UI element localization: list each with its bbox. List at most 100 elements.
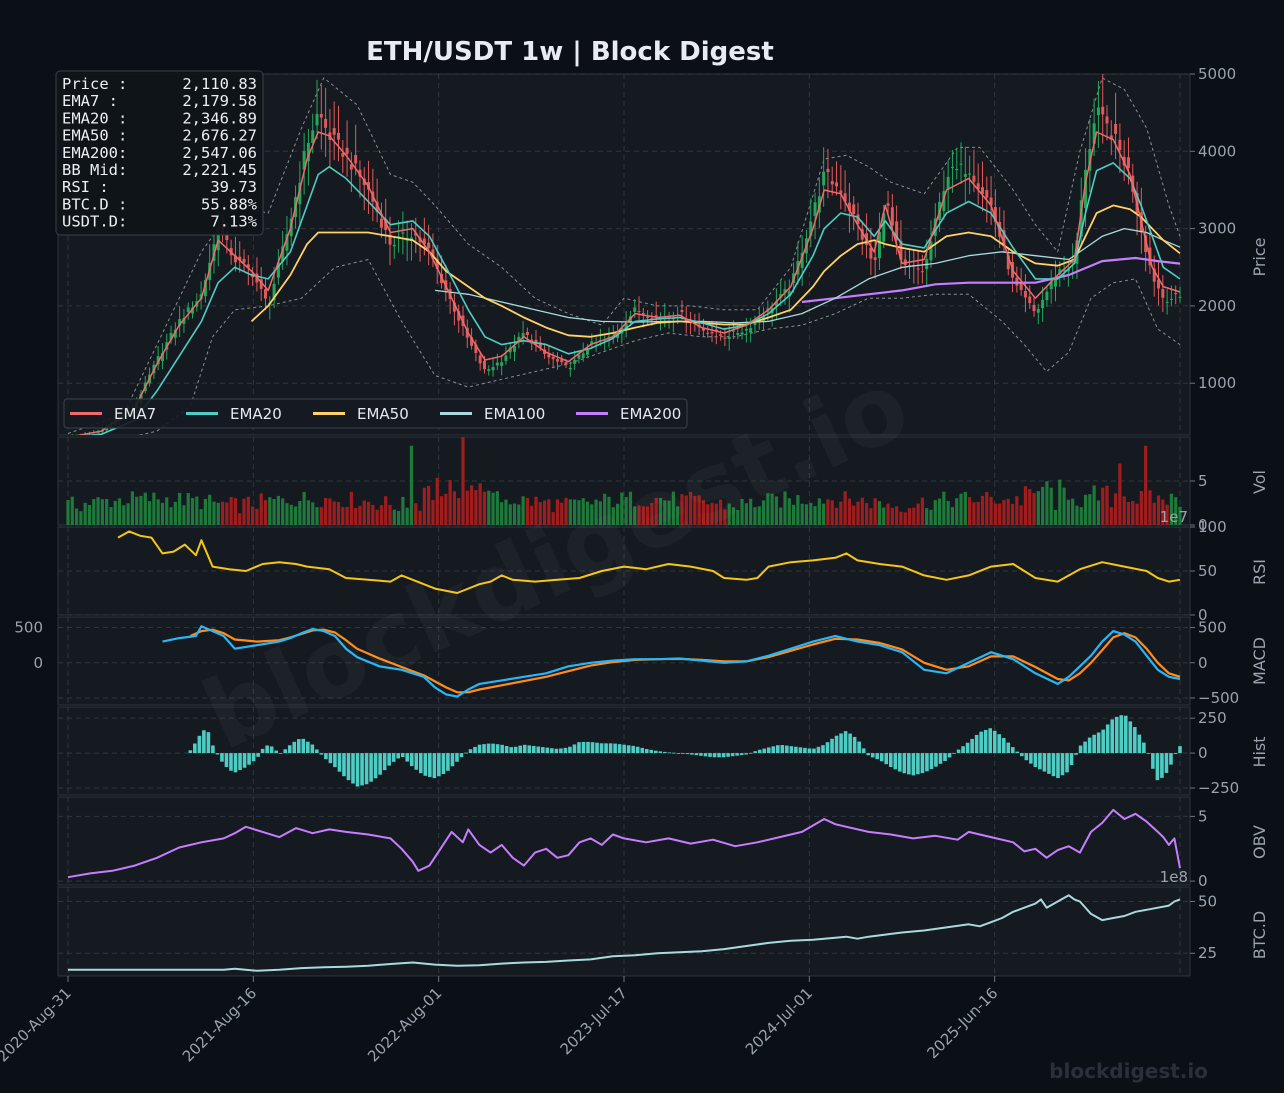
- volume-bar: [530, 505, 534, 525]
- volume-bar: [620, 492, 624, 525]
- hist-bar: [925, 753, 929, 772]
- volume-bar: [830, 500, 834, 525]
- candle-body: [740, 332, 744, 335]
- volume-bar: [165, 497, 169, 525]
- volume-bar: [946, 500, 950, 525]
- candle-body: [920, 271, 924, 273]
- candle-body: [981, 187, 985, 194]
- obv-line: [67, 808, 1181, 879]
- hist-bar: [1123, 715, 1128, 754]
- volume-bar: [1126, 502, 1131, 525]
- candle-body: [877, 231, 881, 259]
- hist-bar: [527, 745, 532, 754]
- hist-bar: [794, 746, 798, 754]
- hist-bar: [1033, 753, 1038, 768]
- volume-bar: [405, 507, 409, 525]
- volume-bar: [873, 498, 877, 525]
- hist-bar: [590, 742, 595, 754]
- hist-bar: [418, 753, 423, 774]
- info-label: EMA7 :: [62, 92, 118, 110]
- hist-bar: [391, 753, 396, 762]
- y-tick-macd: 500: [1198, 619, 1227, 637]
- hist-bar: [260, 748, 265, 754]
- volume-bar: [345, 506, 349, 525]
- hist-bar: [1164, 753, 1169, 773]
- hist-bar: [739, 753, 744, 756]
- volume-bar: [66, 500, 70, 525]
- volume-bar: [79, 511, 83, 525]
- candle-body: [238, 256, 242, 261]
- volume-bar: [697, 495, 701, 525]
- hist-bar: [667, 752, 672, 754]
- volume-bar: [238, 513, 242, 525]
- bollinger-lower: [138, 259, 1181, 435]
- candle-body: [513, 346, 517, 352]
- hist-bar: [726, 753, 730, 757]
- hist-bar: [586, 741, 590, 754]
- volume-bar: [1088, 494, 1092, 525]
- volume-bar: [491, 492, 495, 525]
- chart-title: ETH/USDT 1w | Block Digest: [366, 37, 774, 67]
- y-tick-obv: 0: [1198, 872, 1208, 890]
- hist-bar: [721, 753, 726, 758]
- y-axis-label-rsi: RSI: [1250, 559, 1269, 585]
- y-axis-label-price: Price: [1250, 237, 1269, 276]
- volume-bar: [907, 508, 912, 525]
- candle-body: [779, 294, 783, 298]
- hist-bar: [400, 753, 405, 758]
- hist-bar: [798, 747, 803, 754]
- volume-bar: [439, 496, 444, 525]
- volume-bar: [74, 508, 79, 525]
- candle-body: [302, 151, 306, 170]
- hist-bar: [518, 745, 523, 754]
- volume-bar: [856, 501, 860, 525]
- volume-bar: [886, 503, 890, 525]
- y-tick-hist: 0: [1198, 744, 1208, 762]
- volume-bar: [135, 496, 139, 525]
- info-label: Price :: [62, 75, 127, 93]
- hist-bar: [870, 753, 875, 758]
- volume-bar: [585, 501, 590, 525]
- volume-bar: [963, 491, 967, 525]
- volume-bar: [736, 510, 740, 525]
- volume-bar: [534, 496, 538, 525]
- volume-bar: [1071, 498, 1075, 525]
- volume-bar: [431, 500, 435, 525]
- volume-bar: [444, 493, 448, 525]
- volume-bar: [169, 507, 173, 525]
- candle-body: [723, 337, 727, 339]
- volume-bar: [1092, 485, 1096, 525]
- candle-body: [993, 207, 997, 222]
- hist-bar: [676, 753, 681, 754]
- candle-body: [731, 330, 735, 332]
- volume-bar: [1083, 494, 1088, 525]
- hist-bar: [1060, 753, 1065, 776]
- y-tick-macd: −500: [1198, 689, 1239, 707]
- hist-bar: [649, 749, 654, 754]
- volume-bar: [1122, 496, 1126, 525]
- candle-body: [1006, 255, 1010, 270]
- volume-bar: [392, 509, 396, 525]
- hist-bar: [1024, 753, 1029, 761]
- legend-label: EMA50: [357, 405, 409, 423]
- volume-bar: [813, 506, 817, 525]
- candle-body: [963, 173, 967, 177]
- hist-bar: [337, 753, 342, 772]
- hist-bar: [730, 753, 735, 757]
- candle-body: [710, 332, 714, 334]
- volume-bar: [839, 501, 843, 525]
- volume-bar: [324, 497, 328, 525]
- candle-body: [860, 229, 864, 240]
- hist-bar: [839, 733, 843, 754]
- y-axis-label-btcd: BTC.D: [1250, 911, 1269, 959]
- candle-body: [783, 289, 787, 293]
- candle-body: [233, 255, 237, 263]
- hist-bar: [1169, 753, 1173, 765]
- volume-bar: [354, 508, 358, 525]
- volume-bar: [461, 437, 465, 525]
- volume-bar: [740, 499, 744, 525]
- candle-body: [465, 327, 469, 338]
- candle-body: [1165, 301, 1169, 303]
- legend-label: EMA7: [114, 405, 156, 423]
- candle-body: [173, 329, 177, 338]
